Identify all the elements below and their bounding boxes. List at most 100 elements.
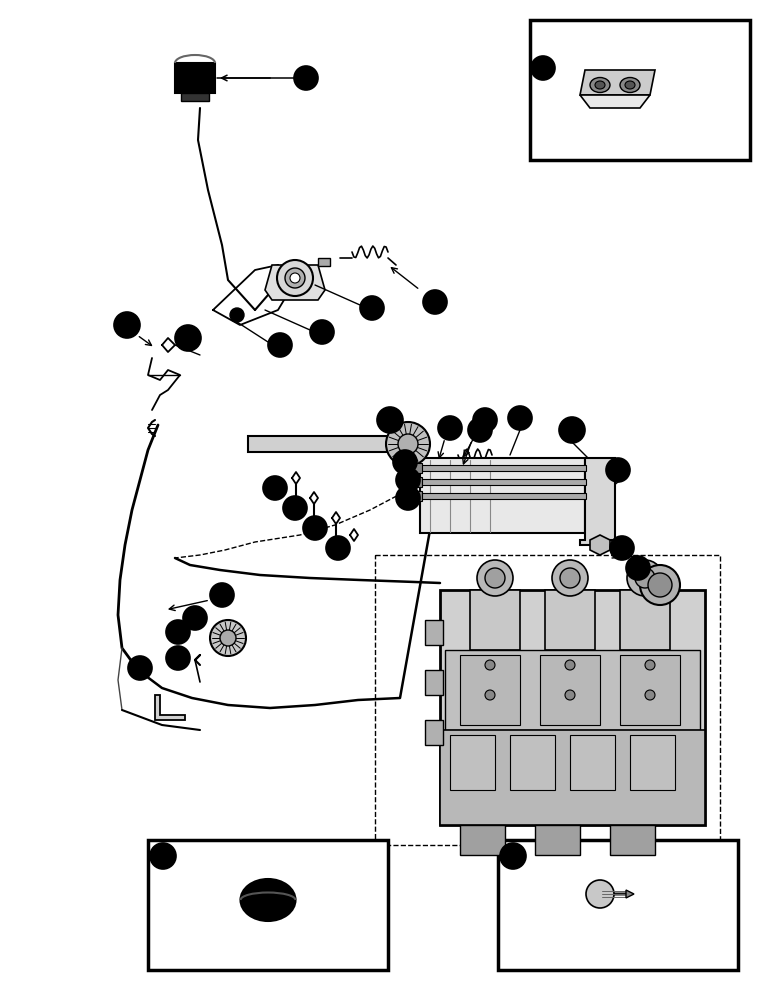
Circle shape xyxy=(285,268,305,288)
Circle shape xyxy=(268,333,292,357)
Bar xyxy=(425,720,443,745)
Circle shape xyxy=(210,583,234,607)
Circle shape xyxy=(294,66,318,90)
Circle shape xyxy=(283,496,307,520)
Bar xyxy=(414,463,422,473)
Polygon shape xyxy=(580,70,655,95)
Circle shape xyxy=(150,843,176,869)
Text: 17: 17 xyxy=(615,543,629,553)
Circle shape xyxy=(645,660,655,670)
Bar xyxy=(414,491,422,501)
Text: 12: 12 xyxy=(120,320,134,330)
Text: 24: 24 xyxy=(171,653,185,663)
Circle shape xyxy=(396,468,420,492)
Bar xyxy=(620,590,670,650)
Text: 10: 10 xyxy=(156,851,170,861)
Text: 21: 21 xyxy=(171,627,185,637)
Text: 32: 32 xyxy=(536,63,550,73)
Text: 22: 22 xyxy=(188,613,202,623)
Ellipse shape xyxy=(625,81,635,89)
Circle shape xyxy=(398,434,418,454)
Ellipse shape xyxy=(590,78,610,93)
Bar xyxy=(425,670,443,695)
Circle shape xyxy=(166,620,190,644)
Bar xyxy=(510,735,555,790)
Circle shape xyxy=(560,568,580,588)
Circle shape xyxy=(477,560,513,596)
Circle shape xyxy=(485,690,495,700)
Circle shape xyxy=(183,606,207,630)
Circle shape xyxy=(606,458,630,482)
Ellipse shape xyxy=(620,78,640,93)
Circle shape xyxy=(423,290,447,314)
Circle shape xyxy=(230,308,244,322)
Text: 20: 20 xyxy=(401,493,415,503)
Bar xyxy=(460,655,520,725)
Bar xyxy=(620,655,680,725)
Circle shape xyxy=(640,565,680,605)
Bar xyxy=(610,825,655,855)
Text: 31: 31 xyxy=(308,523,322,533)
Circle shape xyxy=(645,690,655,700)
Circle shape xyxy=(220,630,236,646)
Bar xyxy=(175,63,215,93)
Text: 18: 18 xyxy=(631,563,645,573)
Circle shape xyxy=(485,568,505,588)
Circle shape xyxy=(559,417,585,443)
Text: 23: 23 xyxy=(133,663,147,673)
Bar xyxy=(416,493,586,499)
Bar xyxy=(498,840,738,970)
Circle shape xyxy=(263,476,287,500)
Bar xyxy=(470,590,520,650)
Circle shape xyxy=(586,880,614,908)
Circle shape xyxy=(468,418,492,442)
Text: 9: 9 xyxy=(218,588,225,601)
Circle shape xyxy=(610,536,634,560)
Bar xyxy=(414,477,422,487)
Circle shape xyxy=(565,690,575,700)
Circle shape xyxy=(635,568,655,588)
Polygon shape xyxy=(580,95,650,108)
Ellipse shape xyxy=(241,879,296,921)
Circle shape xyxy=(626,556,650,580)
Circle shape xyxy=(290,273,300,283)
Bar xyxy=(530,20,750,160)
Bar xyxy=(181,93,209,101)
Circle shape xyxy=(500,843,526,869)
Text: 15: 15 xyxy=(473,425,487,435)
Text: 31: 31 xyxy=(268,483,282,493)
Circle shape xyxy=(565,660,575,670)
Bar xyxy=(425,620,443,645)
Bar xyxy=(318,258,330,266)
Text: 7: 7 xyxy=(303,72,310,85)
Polygon shape xyxy=(580,458,615,545)
Bar xyxy=(630,735,675,790)
Bar xyxy=(460,825,505,855)
Circle shape xyxy=(552,560,588,596)
Circle shape xyxy=(175,325,201,351)
Bar xyxy=(445,650,700,730)
Circle shape xyxy=(648,573,672,597)
Bar xyxy=(420,458,585,533)
Polygon shape xyxy=(626,890,634,898)
Circle shape xyxy=(377,407,403,433)
Circle shape xyxy=(473,408,497,432)
Bar xyxy=(570,735,615,790)
Circle shape xyxy=(310,320,334,344)
Bar xyxy=(416,479,586,485)
Circle shape xyxy=(627,560,663,596)
Text: 28: 28 xyxy=(478,415,492,425)
Bar xyxy=(375,555,720,845)
Bar xyxy=(450,735,495,790)
Circle shape xyxy=(438,416,462,440)
Text: 6: 6 xyxy=(276,338,284,352)
Polygon shape xyxy=(590,535,610,555)
Text: 13: 13 xyxy=(181,333,195,343)
Bar xyxy=(535,825,580,855)
Text: 2: 2 xyxy=(368,302,376,314)
Text: 19: 19 xyxy=(398,457,412,467)
Bar xyxy=(440,730,705,825)
Circle shape xyxy=(326,536,350,560)
Circle shape xyxy=(166,646,190,670)
Circle shape xyxy=(303,516,327,540)
